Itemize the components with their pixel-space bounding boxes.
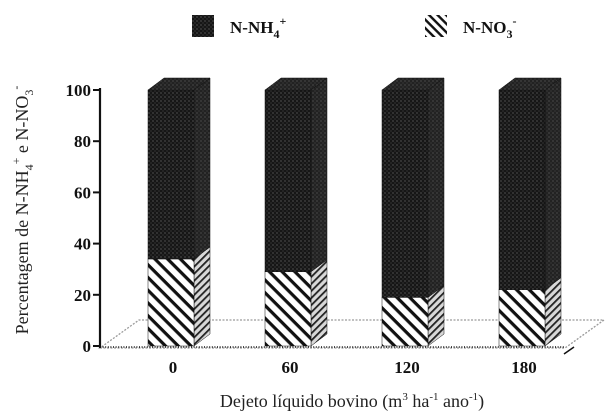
x-tick-label: 120 — [394, 358, 420, 377]
bar-segment-nh4 — [498, 89, 546, 290]
legend-label-no3: N-NO3- — [463, 14, 516, 41]
y-tick-label: 0 — [83, 337, 92, 356]
x-tick-label: 180 — [511, 358, 537, 377]
axes: 0 20 40 60 80 100 0 60 120 180 — [66, 81, 575, 377]
bar-segment-nh4 — [381, 89, 429, 298]
bar-stack-120 — [381, 77, 445, 347]
y-axis-title: Percentagem de N-NH4+ e N-NO3- — [9, 86, 36, 335]
x-axis-title: Dejeto líquido bovino (m3 ha-1 ano-1) — [220, 391, 484, 412]
bar-segment-no3 — [264, 271, 312, 347]
bar-segment-no3 — [381, 297, 429, 347]
y-tick-label: 20 — [74, 286, 91, 305]
bar-top-nh4 — [264, 77, 328, 91]
bar-side-nh4 — [193, 77, 211, 260]
bar-top-nh4 — [147, 77, 211, 91]
legend-label-nh4: N-NH4+ — [230, 14, 286, 41]
chart-floor — [97, 319, 605, 349]
bar-side-nh4 — [427, 77, 445, 298]
bar-segment-no3 — [147, 258, 195, 347]
legend-swatch-nh4 — [192, 15, 214, 37]
legend-swatch-no3 — [425, 15, 447, 37]
bar-top-nh4 — [498, 77, 562, 91]
y-tick-label: 100 — [66, 81, 92, 100]
bar-stack-60 — [264, 77, 328, 347]
y-tick-label: 80 — [74, 132, 91, 151]
bar-segment-no3 — [498, 289, 546, 347]
x-tick-label: 0 — [169, 358, 178, 377]
bar-side-no3 — [310, 259, 328, 347]
y-tick-label: 60 — [74, 183, 91, 202]
bar-segment-nh4 — [147, 89, 195, 260]
x-tick-label: 60 — [282, 358, 299, 377]
bar-side-nh4 — [310, 77, 328, 273]
bar-side-no3 — [193, 246, 211, 347]
legend: N-NH4+ N-NO3- — [192, 14, 516, 41]
y-tick-label: 40 — [74, 235, 91, 254]
bar-segment-nh4 — [264, 89, 312, 273]
bars — [147, 77, 562, 347]
bar-stack-180 — [498, 77, 562, 347]
bar-stack-0 — [147, 77, 211, 347]
x-axis-end-tick — [563, 346, 575, 355]
bar-side-nh4 — [544, 77, 562, 291]
bar-top-nh4 — [381, 77, 445, 91]
